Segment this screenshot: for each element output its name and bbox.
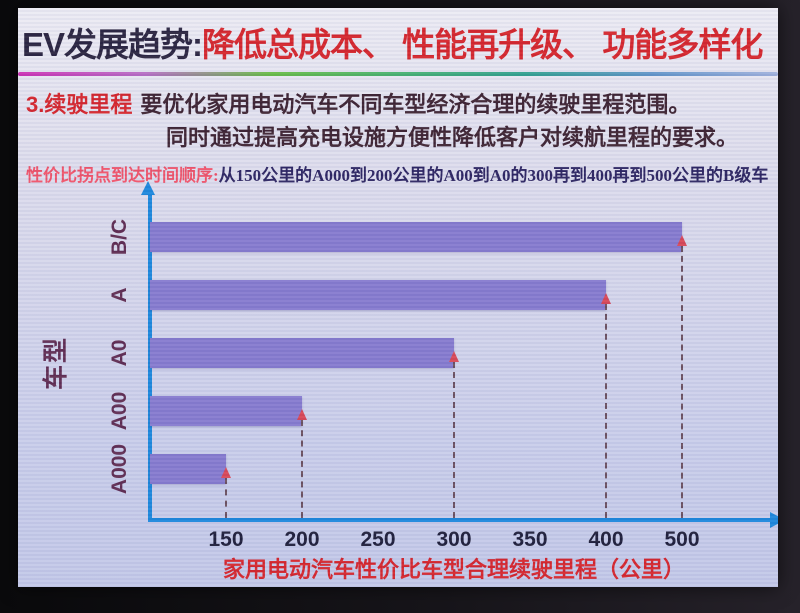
slide-title-prefix: EV发展趋势: <box>22 26 203 63</box>
subtitle-label: 性价比拐点到达时间顺序: <box>26 166 219 185</box>
subtitle-text: 从150公里的A000到200公里的A00到A0的300再到400再到500公里… <box>218 166 769 185</box>
bar-chart: 车型 B/C A A0 A00 A000 150 200 250 300 350 400 500 家用… <box>42 181 778 584</box>
section-line2-text: 同时通过提高充电设施方便性降低客户对续航里程的要求。 <box>166 125 739 150</box>
section-number-label: 3.续驶里程 <box>26 92 133 117</box>
section-line1-text: 要优化家用电动汽车不同车型经济合理的续驶里程范围。 <box>140 92 691 117</box>
leader-line-150 <box>221 467 231 518</box>
slide-title-highlight: 降低总成本、 性能再升级、 功能多样化 <box>202 26 763 63</box>
x-tick-label-300: 300 <box>436 528 472 551</box>
y-axis-title: 车型 <box>42 335 70 391</box>
leader-arrow-icon <box>601 293 611 304</box>
x-tick-label-150: 150 <box>208 528 244 551</box>
rainbow-divider <box>18 72 778 76</box>
category-label-a00: A00 <box>108 391 131 431</box>
leader-arrow-icon <box>677 235 687 246</box>
presentation-slide: EV发展趋势:降低总成本、 性能再升级、 功能多样化 3.续驶里程 要优化家用电动… <box>18 8 778 587</box>
x-axis-arrow-icon <box>770 512 778 528</box>
plot-area: 车型 B/C A A0 A00 A000 150 200 250 300 350 400 500 <box>42 181 778 551</box>
leader-line-200 <box>297 409 307 518</box>
x-axis-line <box>148 518 772 522</box>
x-tick-label-500: 500 <box>664 528 700 551</box>
category-label-a0: A0 <box>108 339 131 367</box>
x-tick-label-200: 200 <box>284 528 320 551</box>
section-line1: 3.续驶里程 要优化家用电动汽车不同车型经济合理的续驶里程范围。 <box>26 88 778 121</box>
leader-arrow-icon <box>221 467 231 478</box>
bar-a <box>150 280 606 310</box>
leader-arrow-icon <box>297 409 307 420</box>
x-tick-label-250: 250 <box>360 528 396 551</box>
section-text-block: 3.续驶里程 要优化家用电动汽车不同车型经济合理的续驶里程范围。 同时通过提高充电… <box>26 88 778 154</box>
x-tick-label-350: 350 <box>512 528 548 551</box>
leader-line-300 <box>449 351 459 518</box>
y-axis-arrow-icon <box>141 181 155 195</box>
x-tick-label-400: 400 <box>588 528 624 551</box>
leader-line-500 <box>677 235 687 518</box>
subtitle-row: 性价比拐点到达时间顺序:从150公里的A000到200公里的A00到A0的300… <box>26 161 778 186</box>
leader-arrow-icon <box>449 351 459 362</box>
category-label-a000: A000 <box>108 443 131 495</box>
bar-a0 <box>150 338 454 368</box>
bar-a000 <box>150 454 226 484</box>
category-label-a: A <box>108 287 131 303</box>
category-label-b-c: B/C <box>108 218 131 256</box>
bar-b-c <box>150 222 682 252</box>
x-axis-title: 家用电动汽车性价比车型合理续驶里程（公里） <box>222 557 685 582</box>
slide-title: EV发展趋势:降低总成本、 性能再升级、 功能多样化 <box>22 18 778 66</box>
bar-a00 <box>150 396 302 426</box>
leader-line-400 <box>601 293 611 518</box>
